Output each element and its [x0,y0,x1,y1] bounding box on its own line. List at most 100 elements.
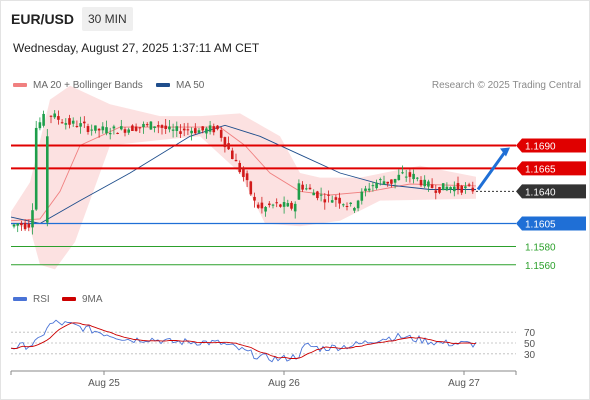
candle-body [260,202,264,209]
candle-body [123,129,127,133]
candle-body [201,126,204,131]
candle-body [364,188,367,191]
candle-body [275,202,278,204]
candle-body [182,128,186,131]
candle-body [190,130,193,134]
candle-body [142,123,145,128]
ma50-line [10,124,476,224]
candle-body [20,222,23,226]
candle-body [449,187,452,190]
candle-body [430,184,434,188]
candle-body [38,122,42,129]
candle-body [297,183,301,200]
x-axis-label: Aug 26 [268,378,300,389]
symbol-label: EUR/USD [11,11,75,27]
legend-swatch-rsi [13,297,27,302]
candle-body [286,203,290,207]
x-axis-label: Aug 25 [88,378,120,389]
candle-body [68,118,71,125]
candle-body [86,126,90,132]
candle-body [282,202,286,207]
legend-swatch-ma50 [156,83,170,88]
candle-body [57,116,60,120]
candle-body [145,124,149,126]
forecast-arrow-shaft [476,149,508,191]
candle-body [223,137,227,148]
level-label-1.1580: 1.1580 [525,242,556,253]
level-tag-1.1640 [516,184,586,199]
rsi-tick-label-50: 50 [524,339,536,350]
candle-body [94,125,97,131]
candle-body [305,188,308,190]
candle-body [83,121,86,124]
candle-body [97,128,101,131]
candle-body [116,132,119,134]
candle-body [216,125,219,130]
candle-body [23,222,27,230]
candle-body [379,179,382,181]
candle-body [238,162,241,173]
candle-body [356,200,360,209]
candle-body [353,207,356,211]
candle-body [390,179,393,184]
candle-body [382,181,386,185]
candle-body [253,196,256,201]
candle-body [60,122,64,124]
candle-body [231,150,234,160]
legend-swatch-ma-bollinger [13,83,27,88]
candle-body [105,127,108,134]
candle-body [31,210,34,228]
candle-body [219,129,223,138]
candle-body [434,190,438,193]
level-tag-1.1690 [516,138,586,153]
candle-body [245,173,249,181]
candle-body [256,204,260,208]
candle-body [279,204,282,207]
candle-body [308,187,312,190]
candle-body [46,136,49,223]
legend-9ma: 9MA [62,294,103,305]
candle-body [327,194,330,196]
candle-body [212,126,216,133]
level-label-1.1690: 1.1690 [525,141,556,152]
candle-body [197,130,201,133]
candle-body [208,125,212,132]
level-label-1.1640: 1.1640 [525,187,556,198]
candle-body [153,126,156,128]
rsi-tick-label-70: 70 [524,328,536,339]
candle-body [342,204,345,206]
candle-body [293,203,297,212]
legend-rsi: RSI [13,294,50,305]
timeframe-button[interactable]: 30 MIN [82,7,133,31]
candle-body [53,113,56,118]
candle-body [330,200,334,203]
candle-body [27,223,31,228]
candle-body [205,128,208,134]
candle-body [186,129,190,131]
candle-body [312,192,315,196]
candle-body [49,115,53,117]
ma20-line [10,126,477,222]
candle-body [171,129,175,131]
candle-body [90,129,93,131]
level-label-1.1560: 1.1560 [525,261,556,272]
candle-body [234,159,238,162]
candle-body [168,126,171,130]
candle-body [108,133,112,135]
candle-body [157,125,160,127]
candle-body [334,197,338,200]
candle-body [138,127,142,129]
candle-body [64,123,68,125]
candle-body [467,184,471,186]
level-label-1.1665: 1.1665 [525,164,556,175]
forecast-arrow-head [500,147,510,157]
candle-body [453,186,456,192]
candle-body [456,183,460,190]
candle-body [445,186,449,191]
candle-body [268,203,271,206]
rsi-line [10,319,477,363]
legend-ma-bollinger: MA 20 + Bollinger Bands [13,80,143,91]
candle-body [460,185,463,193]
candle-body [397,174,401,181]
